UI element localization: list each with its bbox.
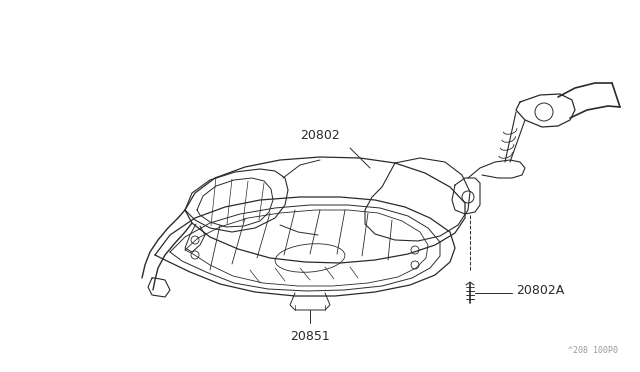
Text: ^208 100P0: ^208 100P0 [568,346,618,355]
Text: 20802: 20802 [300,129,340,142]
Text: 20851: 20851 [290,330,330,343]
Text: 20802A: 20802A [516,283,564,296]
